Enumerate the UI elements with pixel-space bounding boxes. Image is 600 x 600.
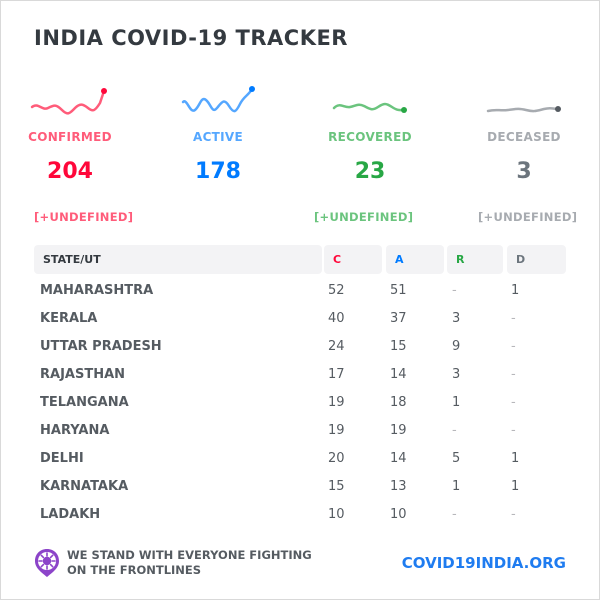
- recovered-sparkline-icon: [332, 102, 407, 113]
- delta-confirmed: [+UNDEFINED]: [34, 210, 134, 224]
- stat-confirmed: CONFIRMED 204: [0, 86, 140, 184]
- column-header-active-label: A: [395, 253, 404, 266]
- recovered-count: 3: [452, 311, 461, 326]
- state-name: HARYANA: [40, 423, 110, 438]
- stat-value-active: 178: [195, 159, 241, 184]
- recovered-count: 5: [452, 451, 461, 466]
- footer-message-line2: ON THE FRONTLINES: [67, 563, 202, 577]
- stat-label-deceased: DECEASED: [487, 130, 561, 144]
- confirmed-count: 15: [328, 479, 345, 494]
- column-header-recovered[interactable]: R: [447, 245, 503, 274]
- recovered-count: -: [452, 283, 457, 298]
- table-row[interactable]: KARNATAKA 15 13 1 1: [0, 479, 600, 507]
- state-name: MAHARASHTRA: [40, 283, 154, 298]
- active-count: 10: [390, 507, 407, 522]
- state-name: KARNATAKA: [40, 479, 129, 494]
- active-count: 18: [390, 395, 407, 410]
- deceased-count: 1: [511, 479, 520, 494]
- recovered-count: 3: [452, 367, 461, 382]
- table-row[interactable]: LADAKH 10 10 - -: [0, 507, 600, 535]
- stat-label-recovered: RECOVERED: [328, 130, 412, 144]
- virus-badge-icon: [34, 548, 60, 582]
- table-row[interactable]: TELANGANA 19 18 1 -: [0, 395, 600, 423]
- confirmed-count: 24: [328, 339, 345, 354]
- active-count: 13: [390, 479, 407, 494]
- active-sparkline-icon: [181, 86, 255, 113]
- state-name: UTTAR PRADESH: [40, 339, 162, 354]
- column-header-deceased-label: D: [516, 253, 526, 266]
- confirmed-sparkline-icon: [30, 88, 107, 115]
- state-name: TELANGANA: [40, 395, 129, 410]
- deceased-count: 1: [511, 451, 520, 466]
- active-count: 15: [390, 339, 407, 354]
- stat-recovered: RECOVERED 23: [300, 86, 440, 184]
- confirmed-count: 19: [328, 395, 345, 410]
- table-row[interactable]: UTTAR PRADESH 24 15 9 -: [0, 339, 600, 367]
- column-header-active[interactable]: A: [386, 245, 444, 274]
- recovered-count: 9: [452, 339, 461, 354]
- column-header-state-label: STATE/UT: [43, 253, 101, 266]
- column-header-recovered-label: R: [456, 253, 465, 266]
- stat-label-active: ACTIVE: [192, 130, 244, 144]
- site-link[interactable]: COVID19INDIA.ORG: [401, 554, 566, 572]
- deceased-count: -: [511, 395, 516, 410]
- stat-value-recovered: 23: [354, 159, 386, 184]
- column-header-confirmed[interactable]: C: [324, 245, 382, 274]
- confirmed-count: 19: [328, 423, 345, 438]
- footer-message-line1: WE STAND WITH EVERYONE FIGHTING: [67, 548, 312, 562]
- confirmed-count: 52: [328, 283, 345, 298]
- stat-active: ACTIVE 178: [148, 86, 288, 184]
- state-name: RAJASTHAN: [40, 367, 126, 382]
- delta-recovered: [+UNDEFINED]: [314, 210, 414, 224]
- confirmed-count: 10: [328, 507, 345, 522]
- delta-deceased: [+UNDEFINED]: [478, 210, 578, 224]
- active-count: 14: [390, 367, 407, 382]
- table-row[interactable]: RAJASTHAN 17 14 3 -: [0, 367, 600, 395]
- column-header-deceased[interactable]: D: [507, 245, 566, 274]
- stat-label-confirmed: CONFIRMED: [28, 130, 112, 144]
- active-count: 14: [390, 451, 407, 466]
- active-count: 19: [390, 423, 407, 438]
- table-row[interactable]: DELHI 20 14 5 1: [0, 451, 600, 479]
- deceased-count: 1: [511, 283, 520, 298]
- state-name: DELHI: [40, 451, 84, 466]
- recovered-count: -: [452, 423, 457, 438]
- recovered-count: 1: [452, 395, 461, 410]
- recovered-count: 1: [452, 479, 461, 494]
- table-row[interactable]: HARYANA 19 19 - -: [0, 423, 600, 451]
- confirmed-count: 17: [328, 367, 345, 382]
- deceased-count: -: [511, 339, 516, 354]
- column-header-state[interactable]: STATE/UT: [34, 245, 322, 274]
- stat-value-deceased: 3: [516, 159, 532, 184]
- deceased-count: -: [511, 311, 516, 326]
- confirmed-count: 40: [328, 311, 345, 326]
- table-row[interactable]: KERALA 40 37 3 -: [0, 311, 600, 339]
- active-count: 37: [390, 311, 407, 326]
- deceased-sparkline-icon: [486, 106, 561, 113]
- state-name: LADAKH: [40, 507, 101, 522]
- stat-value-confirmed: 204: [47, 159, 93, 184]
- stat-deceased: DECEASED 3: [454, 86, 594, 184]
- column-header-confirmed-label: C: [333, 253, 342, 266]
- table-row[interactable]: MAHARASHTRA 52 51 - 1: [0, 283, 600, 311]
- deceased-count: -: [511, 367, 516, 382]
- deceased-count: -: [511, 507, 516, 522]
- deceased-count: -: [511, 423, 516, 438]
- confirmed-count: 20: [328, 451, 345, 466]
- footer-message: WE STAND WITH EVERYONE FIGHTING ON THE F…: [67, 548, 337, 578]
- active-count: 51: [390, 283, 407, 298]
- recovered-count: -: [452, 507, 457, 522]
- state-name: KERALA: [40, 311, 98, 326]
- page-title: INDIA COVID-19 TRACKER: [34, 26, 348, 50]
